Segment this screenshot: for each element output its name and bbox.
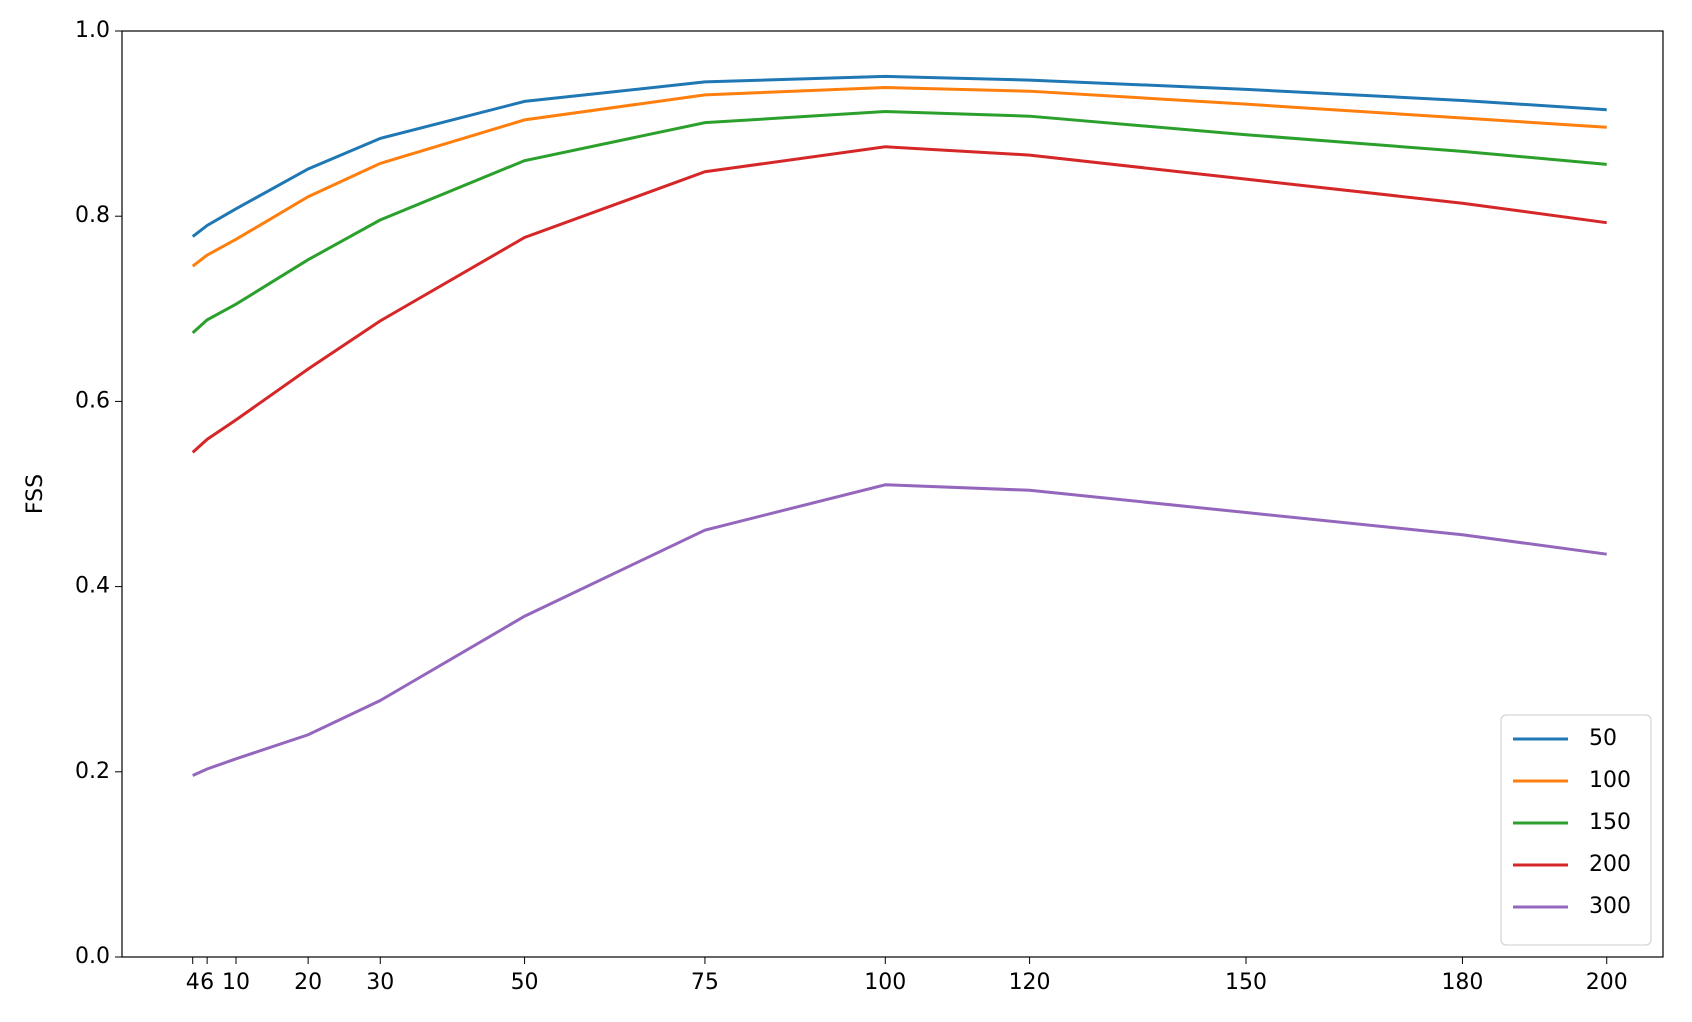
x-tick-label: 200 (1586, 970, 1628, 995)
y-axis-label: FSS (23, 474, 48, 514)
x-tick-label: 150 (1225, 970, 1267, 995)
legend-label: 100 (1589, 768, 1631, 793)
legend-box (1500, 714, 1652, 946)
x-tick-label: 180 (1441, 970, 1483, 995)
line-series (191, 145, 1607, 454)
x-tick-label: 10 (222, 970, 250, 995)
line-series (192, 483, 1607, 777)
line-series (191, 85, 1607, 268)
y-tick-label: 0.4 (75, 574, 110, 599)
legend-label: 150 (1589, 810, 1631, 835)
plot-frame (121, 30, 1664, 958)
x-tick-label: 100 (864, 970, 906, 995)
legend-label: 300 (1589, 894, 1631, 919)
x-tick-label: 20 (294, 970, 322, 995)
y-tick-label: 0.8 (75, 203, 110, 228)
y-tick-label: 1.0 (75, 18, 110, 43)
x-tick-label: 120 (1009, 970, 1051, 995)
y-tick-label: 0.6 (75, 388, 110, 413)
line-series (191, 74, 1607, 238)
line-series (191, 110, 1607, 334)
x-tick-label: 30 (366, 970, 394, 995)
x-tick-label: 6 (200, 970, 214, 995)
y-tick-label: 0.0 (75, 944, 110, 969)
x-tick-label: 50 (511, 970, 539, 995)
x-tick-label: 75 (691, 970, 719, 995)
legend-label: 200 (1589, 852, 1631, 877)
y-tick-label: 0.2 (75, 759, 110, 784)
legend-label: 50 (1589, 726, 1617, 751)
x-tick-label: 4 (186, 970, 200, 995)
